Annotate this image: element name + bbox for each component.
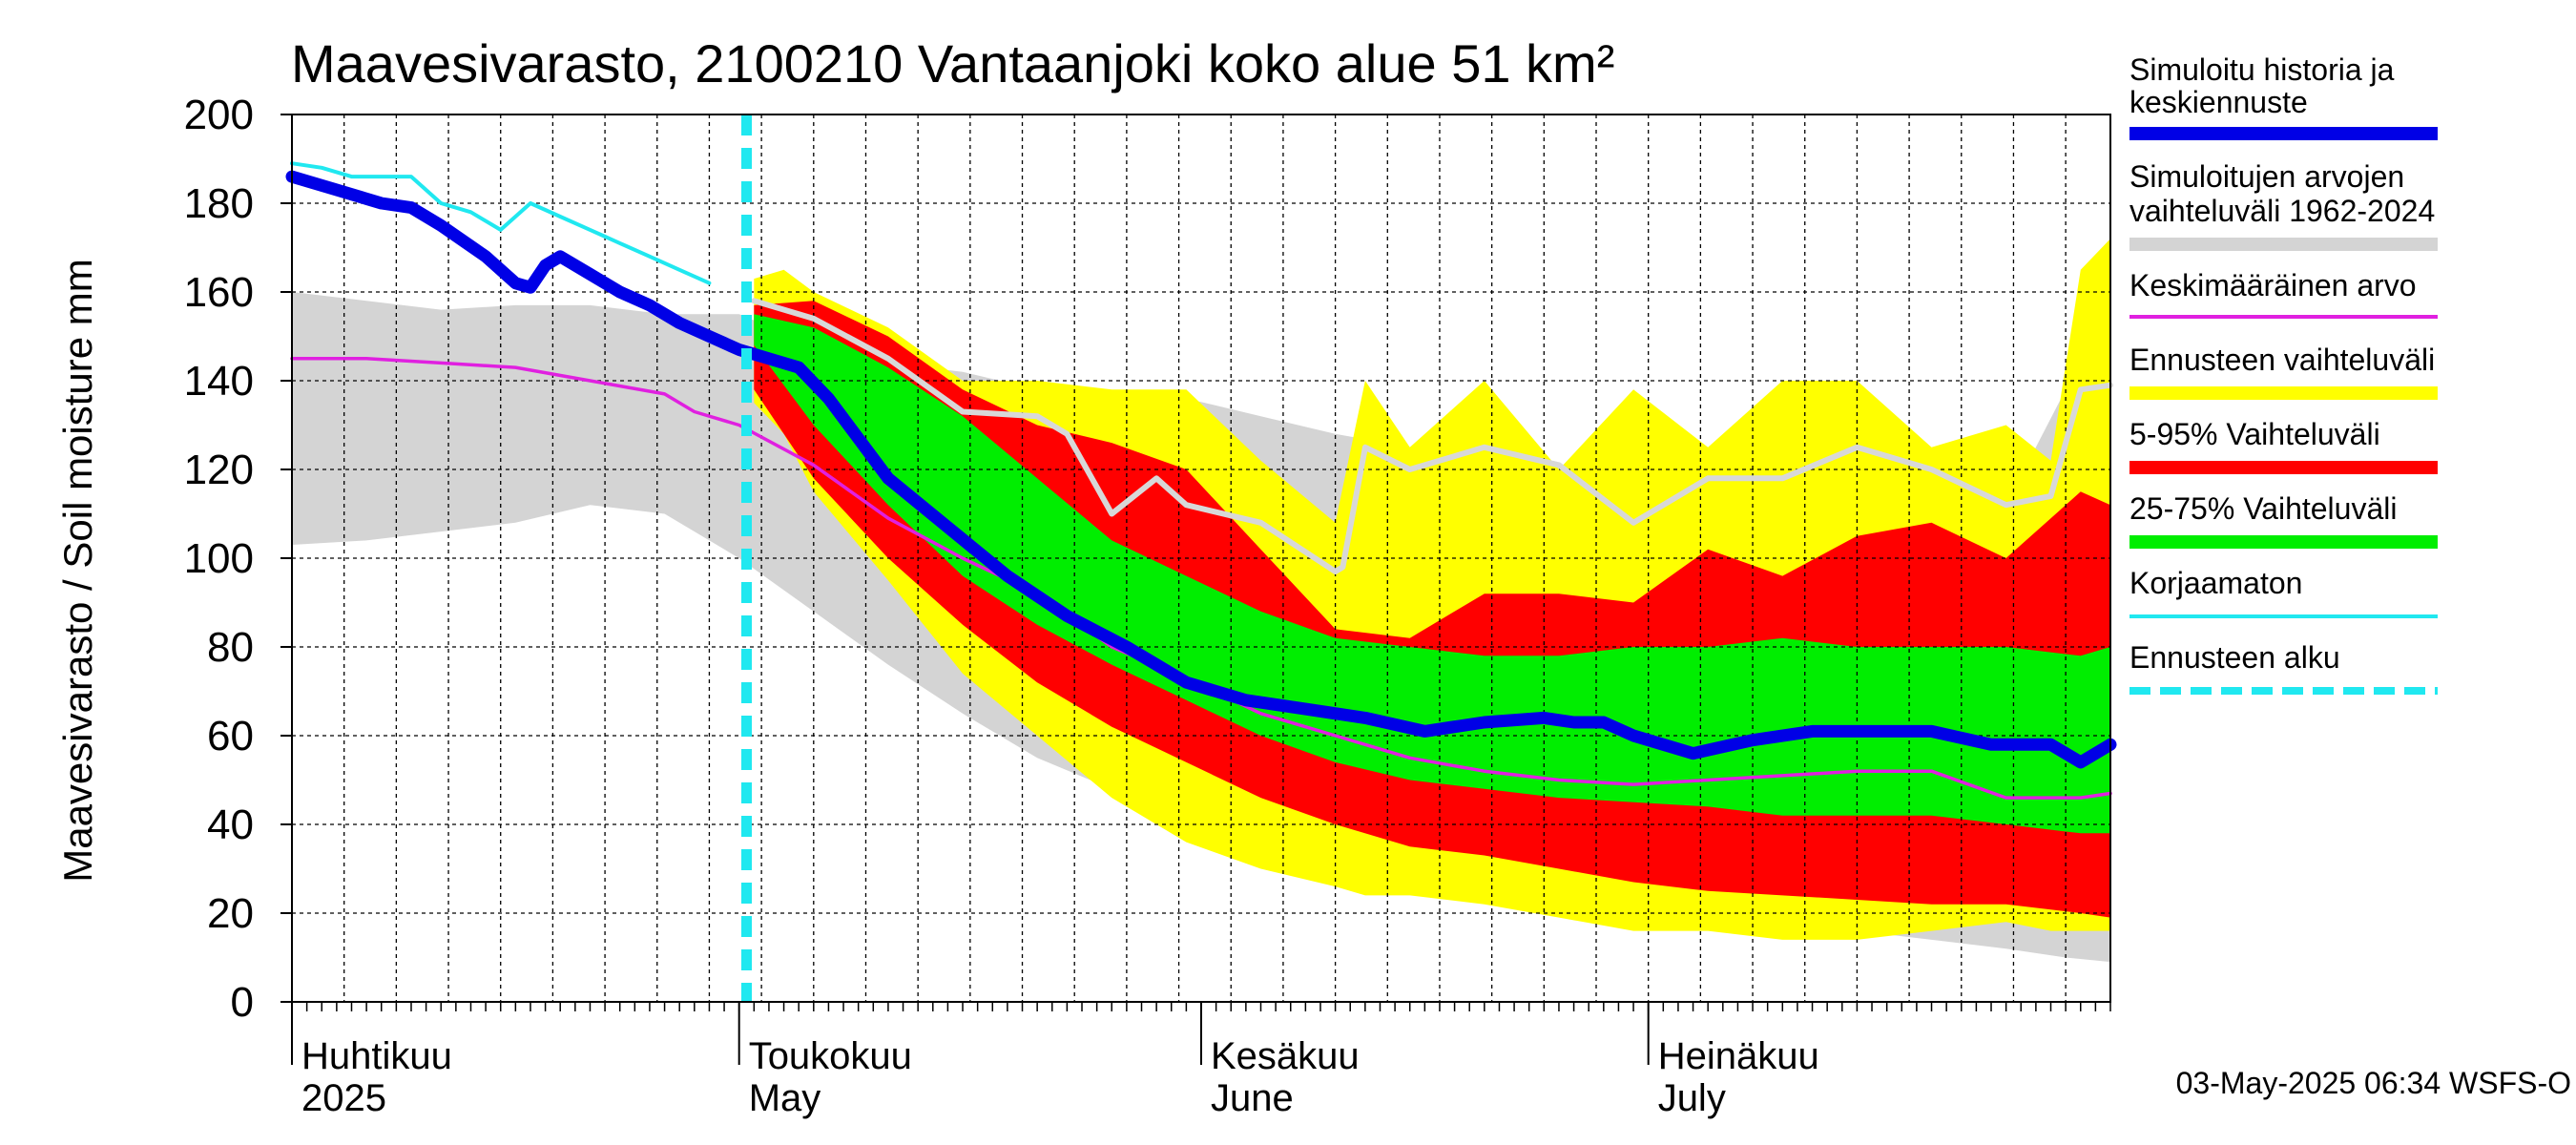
x-month-label-en: May [749,1077,821,1119]
legend-label: Simuloitu historia ja [2129,52,2395,87]
line-simuloitu-historia-ja-keskiennuste [285,170,2117,769]
line-korjaamaton [290,161,712,285]
y-tick-label: 140 [184,358,254,405]
chart-title: Maavesivarasto, 2100210 Vantaanjoki koko… [291,33,1614,94]
plot-area [285,114,2117,1003]
y-tick-label: 40 [207,802,254,848]
y-tick-label: 20 [207,890,254,937]
x-month-label-en: 2025 [301,1077,386,1119]
y-tick-label: 0 [231,979,254,1026]
legend-label: keskiennuste [2129,85,2308,119]
y-tick-label: 120 [184,447,254,493]
y-tick-label: 180 [184,180,254,227]
legend-label: 5-95% Vaihteluväli [2129,417,2380,451]
legend-label: vaihteluväli 1962-2024 [2129,194,2435,228]
timestamp-footer: 03-May-2025 06:34 WSFS-O [2176,1066,2571,1100]
x-month-label-fi: Toukokuu [749,1035,912,1077]
legend-label: Keskimääräinen arvo [2129,268,2417,302]
y-tick-label: 80 [207,624,254,671]
legend-label: Ennusteen alku [2129,640,2340,675]
y-tick-label: 160 [184,269,254,316]
line-simuloitujen-keskiarvo [751,298,2113,574]
y-axis-label: Maavesivarasto / Soil moisture mm [55,259,100,883]
x-month-label-fi: Kesäkuu [1211,1035,1360,1077]
x-month-label-fi: Huhtikuu [301,1035,452,1077]
legend-label: 25-75% Vaihteluväli [2129,491,2397,526]
legend-label: Korjaamaton [2129,566,2302,600]
legend-label: Simuloitujen arvojen [2129,159,2404,194]
x-month-label-en: June [1211,1077,1294,1119]
y-tick-label: 200 [184,92,254,138]
band-25-75-vaihteluv-li [754,314,2110,834]
x-month-label-en: July [1658,1077,1726,1119]
legend-label: Ennusteen vaihteluväli [2129,343,2435,377]
series-lines [285,161,2117,800]
x-month-label-fi: Heinäkuu [1658,1035,1819,1077]
y-tick-label: 100 [184,535,254,582]
y-tick-label: 60 [207,713,254,760]
